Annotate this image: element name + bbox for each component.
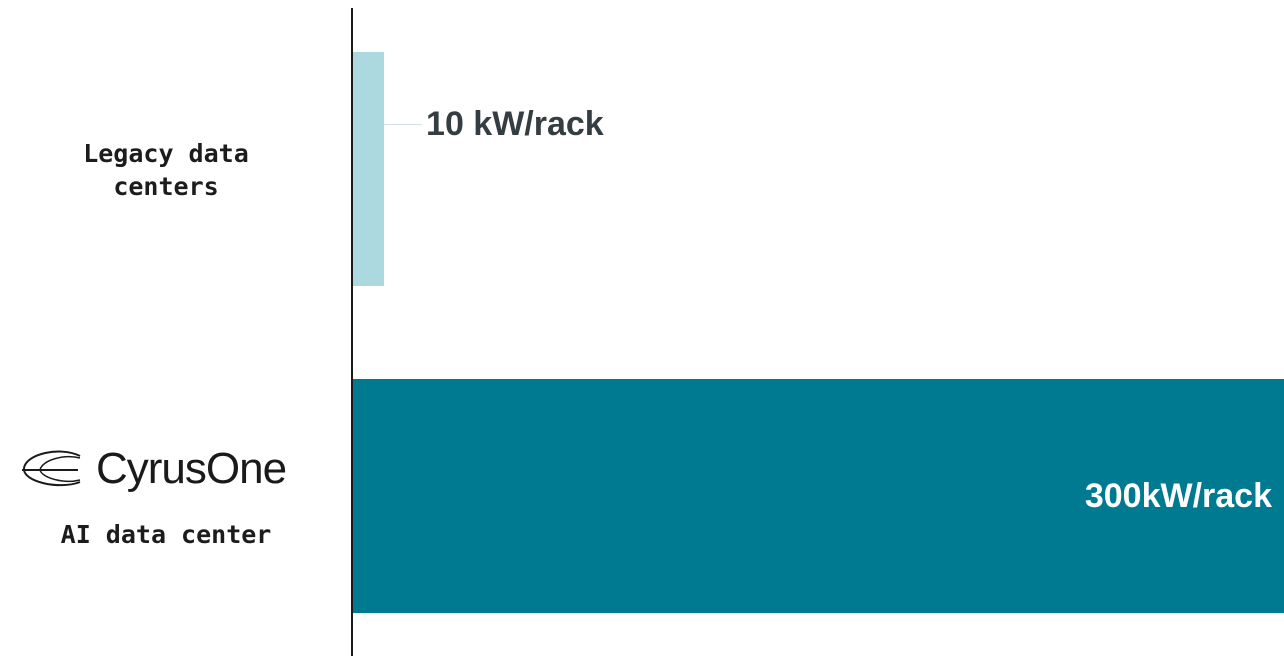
bar-legacy <box>353 52 385 286</box>
data-label-ai: 300kW/rack <box>1084 477 1272 515</box>
leader-line-legacy <box>384 124 423 125</box>
cyrusone-swoosh-icon <box>22 450 81 487</box>
category-label-legacy-line1: Legacy data <box>83 139 249 168</box>
cyrusone-logo-text: CyrusOne <box>96 444 287 493</box>
category-label-legacy-line2: centers <box>113 172 219 201</box>
category-label-ai: AI data center <box>60 520 272 549</box>
category-label-legacy: Legacy data centers <box>16 137 316 203</box>
bar-ai <box>353 379 1284 613</box>
cyrusone-logo: CyrusOne <box>20 444 320 494</box>
data-label-legacy: 10 kW/rack <box>426 105 604 143</box>
y-axis-line <box>351 8 353 656</box>
